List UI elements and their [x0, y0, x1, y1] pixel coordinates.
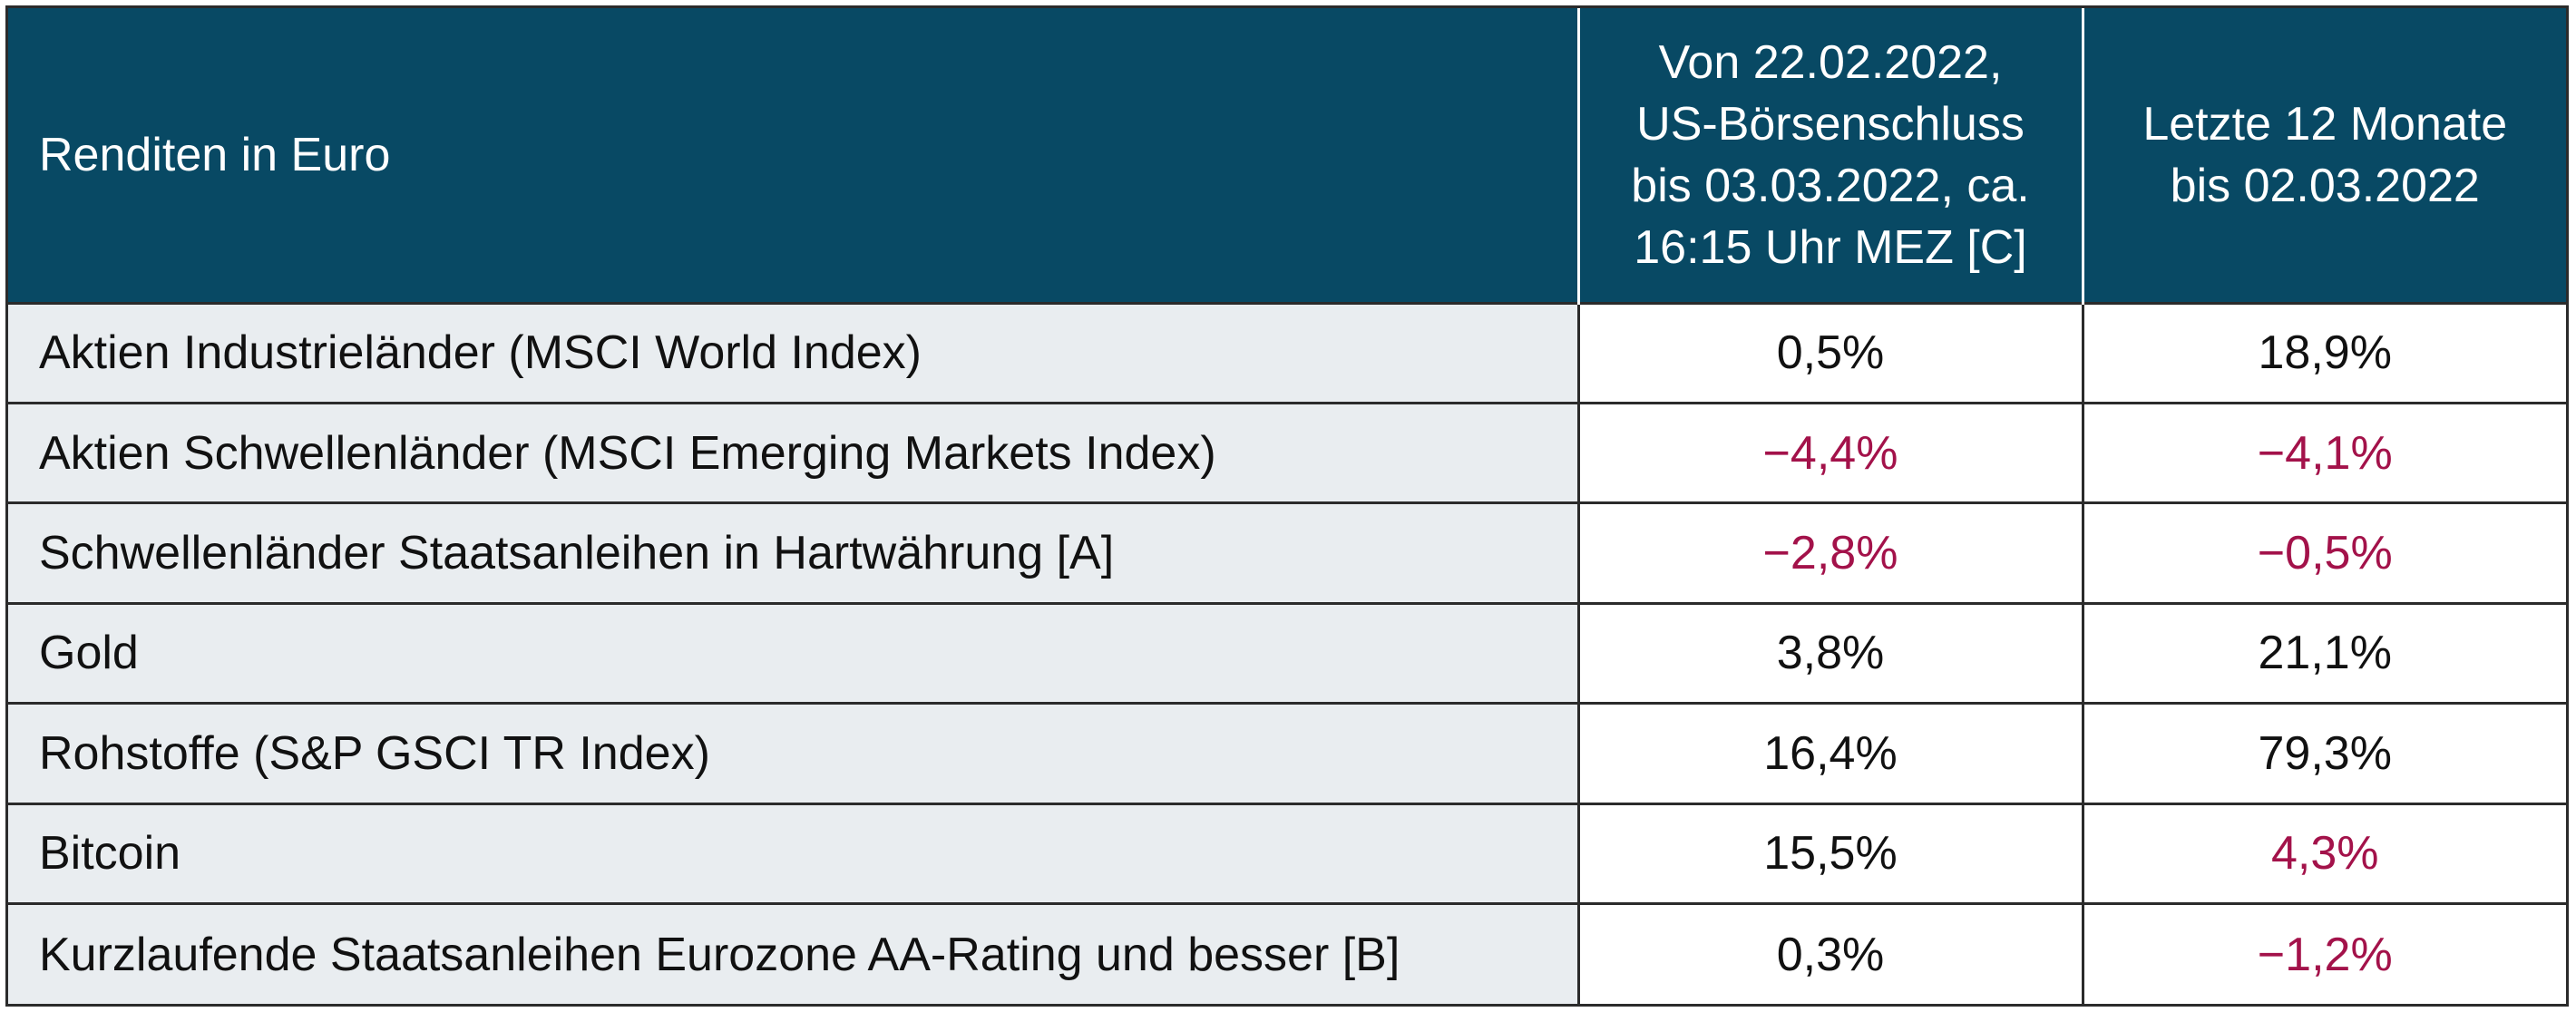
header-row: Renditen in Euro Von 22.02.2022, US-Börs… [8, 8, 2566, 303]
return-since-feb22-cell: 16,4% [1578, 702, 2084, 804]
table-header: Renditen in Euro Von 22.02.2022, US-Börs… [8, 8, 2566, 303]
table-body: Aktien Industrieländer (MSCI World Index… [8, 301, 2566, 1004]
returns-table: Renditen in Euro Von 22.02.2022, US-Börs… [8, 8, 2566, 1004]
return-last-12-months-cell: −0,5% [2083, 501, 2566, 604]
row-label: Kurzlaufende Staatsanleihen Eurozone AA-… [8, 902, 1580, 1004]
table-row: Kurzlaufende Staatsanleihen Eurozone AA-… [8, 902, 2566, 1004]
return-last-12-months-cell: 4,3% [2083, 802, 2566, 904]
return-last-12-months-cell: −4,1% [2083, 401, 2566, 503]
header-label: Renditen in Euro [8, 8, 1580, 303]
header-col2-line: Von 22.02.2022, [1658, 35, 2003, 89]
header-col2-line: 16:15 Uhr MEZ [C] [1634, 220, 2027, 274]
table-row: Gold 3,8% 21,1% [8, 601, 2566, 704]
return-since-feb22-cell: 15,5% [1578, 802, 2084, 904]
return-since-feb22-cell: −4,4% [1578, 401, 2084, 503]
header-period-last-12-months: Letzte 12 Monate bis 02.03.2022 [2083, 8, 2566, 303]
table-row: Aktien Industrieländer (MSCI World Index… [8, 301, 2566, 404]
return-since-feb22-cell: 3,8% [1578, 601, 2084, 704]
row-label: Gold [8, 601, 1580, 704]
return-last-12-months-cell: −1,2% [2083, 902, 2566, 1004]
return-since-feb22-cell: 0,5% [1578, 301, 2084, 404]
returns-table-container: Renditen in Euro Von 22.02.2022, US-Börs… [5, 5, 2569, 1007]
row-label: Aktien Schwellenländer (MSCI Emerging Ma… [8, 401, 1580, 503]
table-row: Aktien Schwellenländer (MSCI Emerging Ma… [8, 401, 2566, 503]
return-since-feb22-cell: 0,3% [1578, 902, 2084, 1004]
table-row: Bitcoin 15,5% 4,3% [8, 802, 2566, 904]
row-label: Aktien Industrieländer (MSCI World Index… [8, 301, 1580, 404]
return-last-12-months-cell: 21,1% [2083, 601, 2566, 704]
row-label: Rohstoffe (S&P GSCI TR Index) [8, 702, 1580, 804]
header-col3-line: Letzte 12 Monate [2142, 97, 2508, 151]
return-last-12-months-cell: 79,3% [2083, 702, 2566, 804]
row-label: Bitcoin [8, 802, 1580, 904]
header-period-since-feb22: Von 22.02.2022, US-Börsenschluss bis 03.… [1578, 8, 2084, 303]
header-col2-line: bis 03.03.2022, ca. [1631, 159, 2030, 212]
return-last-12-months-cell: 18,9% [2083, 301, 2566, 404]
row-label: Schwellenländer Staatsanleihen in Hartwä… [8, 501, 1580, 604]
table-row: Schwellenländer Staatsanleihen in Hartwä… [8, 501, 2566, 604]
table-row: Rohstoffe (S&P GSCI TR Index) 16,4% 79,3% [8, 702, 2566, 804]
header-col3-line: bis 02.03.2022 [2170, 159, 2480, 212]
return-since-feb22-cell: −2,8% [1578, 501, 2084, 604]
header-col2-line: US-Börsenschluss [1636, 97, 2025, 151]
